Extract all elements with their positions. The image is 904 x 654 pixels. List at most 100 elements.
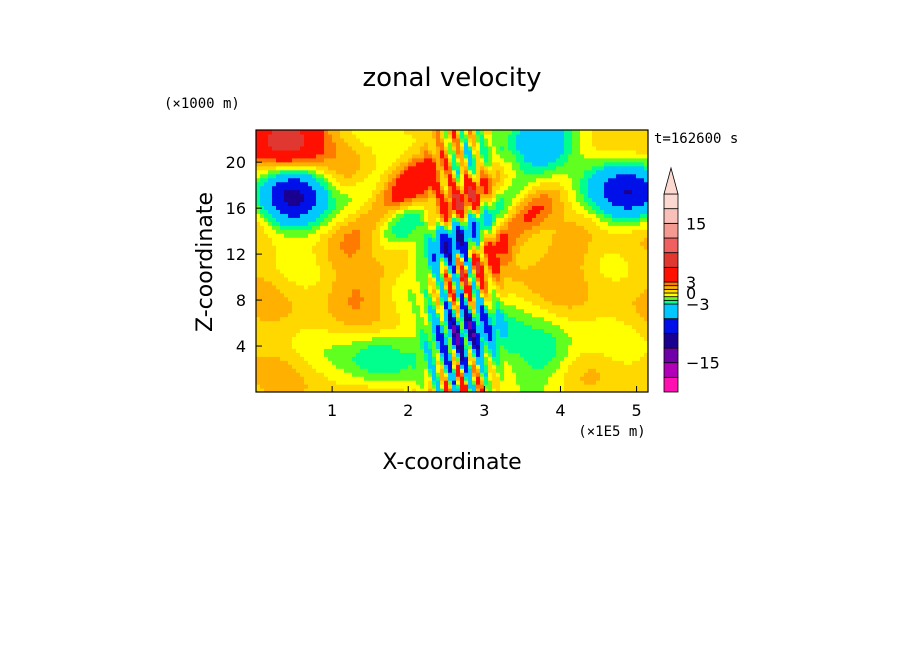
field-cell [592, 388, 597, 392]
field-cell [272, 280, 277, 286]
field-cell [264, 320, 269, 326]
field-cell [328, 328, 333, 334]
field-cell [456, 284, 461, 290]
field-cell [616, 205, 621, 210]
field-cell [264, 284, 269, 290]
field-cell [332, 225, 337, 230]
field-cell [536, 209, 541, 214]
field-cell [468, 221, 473, 226]
field-cell [496, 288, 501, 294]
field-cell [544, 241, 549, 246]
field-cell [564, 368, 569, 373]
field-cell [404, 253, 409, 258]
field-cell [400, 272, 405, 278]
field-cell [612, 253, 617, 258]
field-cell [624, 237, 629, 242]
field-cell [520, 360, 525, 365]
field-cell [364, 380, 369, 385]
field-cell [380, 257, 385, 262]
field-cell [496, 324, 501, 330]
field-cell [524, 360, 529, 365]
field-cell [280, 348, 285, 353]
field-cell [384, 292, 389, 298]
field-cell [388, 249, 393, 254]
field-cell [280, 288, 285, 294]
field-cell [456, 197, 461, 203]
field-cell [576, 312, 581, 318]
field-cell [640, 352, 645, 357]
field-cell [596, 372, 601, 377]
field-cell [540, 388, 545, 392]
field-cell [580, 201, 585, 207]
field-cell [504, 340, 509, 345]
field-cell [576, 193, 581, 199]
field-cell [608, 229, 613, 234]
field-cell [372, 249, 377, 254]
field-cell [548, 348, 553, 353]
field-cell [580, 360, 585, 365]
field-cell [336, 388, 341, 392]
field-cell [464, 193, 469, 199]
field-cell [336, 304, 341, 310]
field-cell [352, 268, 357, 274]
field-cell [488, 201, 493, 207]
field-cell [300, 380, 305, 385]
field-cell [400, 364, 405, 369]
field-cell [404, 205, 409, 210]
field-cell [472, 257, 477, 262]
field-cell [500, 292, 505, 298]
field-cell [284, 380, 289, 385]
field-cell [412, 340, 417, 345]
field-cell [292, 213, 297, 218]
field-cell [364, 241, 369, 246]
field-cell [392, 197, 397, 203]
field-cell [428, 249, 433, 254]
field-cell [500, 261, 505, 266]
field-cell [388, 193, 393, 199]
field-cell [384, 205, 389, 210]
field-cell [460, 296, 465, 302]
field-cell [412, 348, 417, 353]
field-cell [624, 205, 629, 210]
field-cell [612, 221, 617, 226]
field-cell [384, 348, 389, 353]
field-cell [604, 233, 609, 238]
field-cell [412, 380, 417, 385]
field-cell [592, 296, 597, 302]
field-cell [256, 213, 261, 218]
field-cell [432, 276, 437, 282]
field-cell [604, 257, 609, 262]
field-cell [564, 384, 569, 389]
field-cell [296, 261, 301, 266]
field-cell [484, 364, 489, 369]
field-cell [480, 336, 485, 341]
field-cell [584, 261, 589, 266]
field-cell [460, 288, 465, 294]
field-cell [496, 193, 501, 199]
field-cell [336, 221, 341, 226]
field-cell [540, 280, 545, 286]
field-cell [460, 300, 465, 306]
field-cell [396, 376, 401, 381]
field-cell [628, 356, 633, 361]
field-cell [640, 264, 645, 270]
field-cell [536, 189, 541, 195]
field-cell [412, 376, 417, 381]
field-cell [496, 205, 501, 210]
field-cell [584, 257, 589, 262]
field-cell [340, 237, 345, 242]
field-cell [572, 344, 577, 349]
field-cell [400, 241, 405, 246]
field-cell [372, 376, 377, 381]
field-cell [632, 328, 637, 334]
field-cell [504, 205, 509, 210]
field-cell [520, 380, 525, 385]
field-cell [520, 221, 525, 226]
field-cell [544, 320, 549, 326]
field-cell [420, 324, 425, 330]
field-cell [632, 304, 637, 310]
field-cell [560, 209, 565, 214]
field-cell [264, 197, 269, 203]
field-cell [512, 348, 517, 353]
field-cell [376, 257, 381, 262]
